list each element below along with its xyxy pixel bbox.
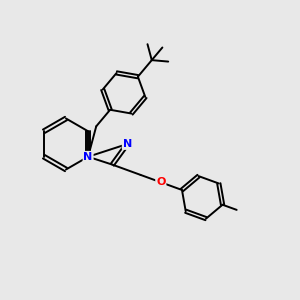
Text: O: O [156, 177, 166, 187]
Text: N: N [123, 139, 132, 149]
Text: N: N [83, 152, 93, 162]
